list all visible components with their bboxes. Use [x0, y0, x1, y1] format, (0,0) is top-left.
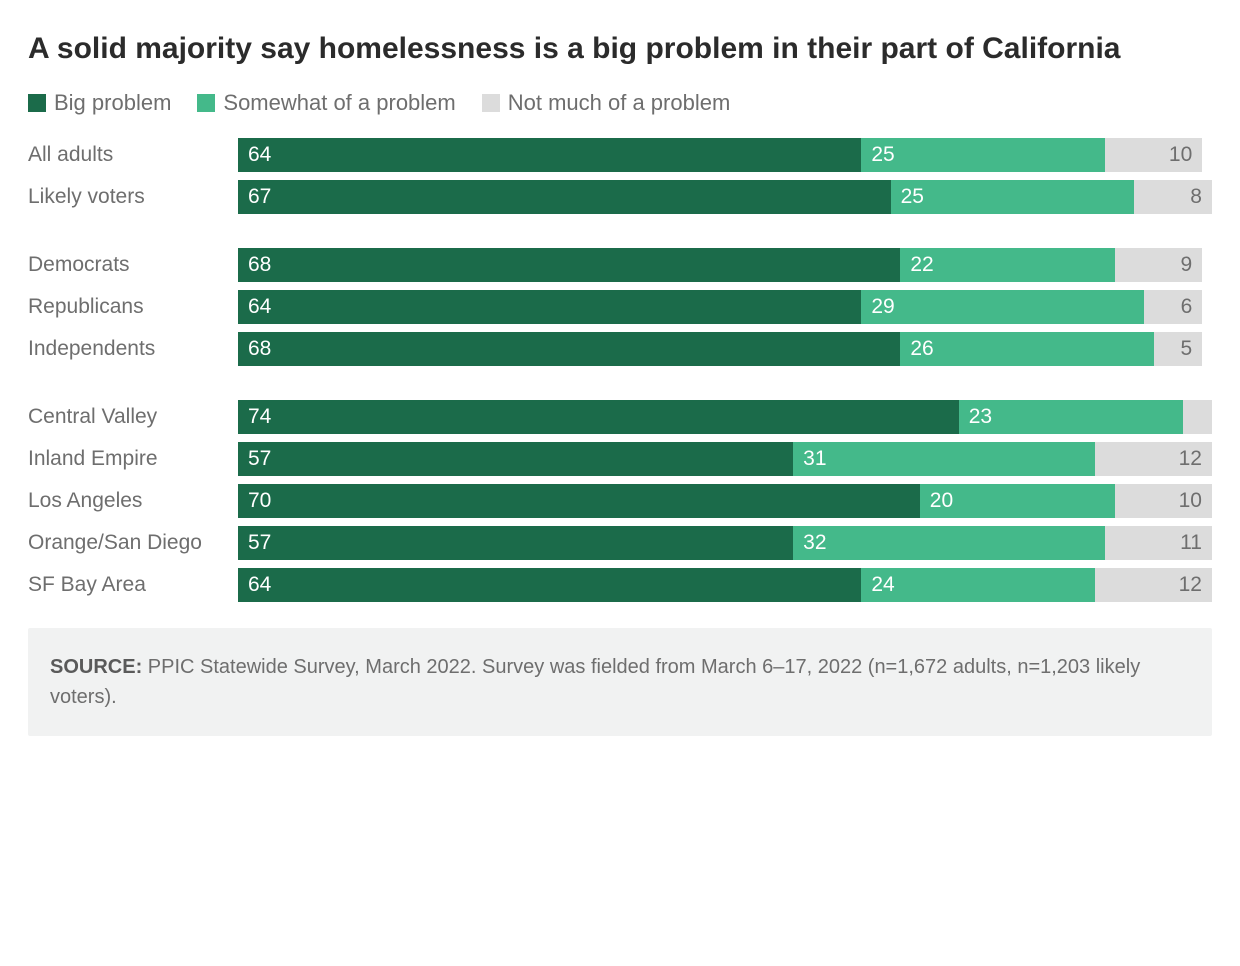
chart-row: Orange/San Diego573211 — [28, 524, 1212, 562]
legend-item: Somewhat of a problem — [197, 90, 455, 116]
row-label: Democrats — [28, 253, 238, 277]
bar-segment: 12 — [1095, 442, 1212, 476]
legend-label: Big problem — [54, 90, 171, 116]
bar-segment: 64 — [238, 290, 861, 324]
chart-row: Independents68265 — [28, 330, 1212, 368]
source-label: SOURCE: — [50, 656, 142, 678]
row-label: Inland Empire — [28, 447, 238, 471]
chart-group: Central Valley7423Inland Empire573112Los… — [28, 398, 1212, 604]
bar-track: 67258 — [238, 180, 1212, 214]
bar-segment: 22 — [900, 248, 1114, 282]
chart-row: Central Valley7423 — [28, 398, 1212, 436]
bar-segment: 26 — [900, 332, 1153, 366]
bar-track: 642412 — [238, 568, 1212, 602]
bar-segment — [1183, 400, 1212, 434]
bar-segment: 57 — [238, 526, 793, 560]
bar-segment: 70 — [238, 484, 920, 518]
row-label: Likely voters — [28, 185, 238, 209]
row-label: All adults — [28, 143, 238, 167]
chart-row: Democrats68229 — [28, 246, 1212, 284]
chart-group: Democrats68229Republicans64296Independen… — [28, 246, 1212, 368]
bar-segment: 24 — [861, 568, 1095, 602]
legend: Big problem Somewhat of a problem Not much… — [28, 90, 1212, 116]
bar-segment: 64 — [238, 568, 861, 602]
bar-segment: 25 — [861, 138, 1105, 172]
row-label: Republicans — [28, 295, 238, 319]
bar-segment: 9 — [1115, 248, 1203, 282]
chart-row: Los Angeles702010 — [28, 482, 1212, 520]
bar-track: 64296 — [238, 290, 1212, 324]
bar-segment: 25 — [891, 180, 1135, 214]
chart-row: Republicans64296 — [28, 288, 1212, 326]
bar-segment: 68 — [238, 248, 900, 282]
row-label: Independents — [28, 337, 238, 361]
bar-track: 573112 — [238, 442, 1212, 476]
bar-track: 7423 — [238, 400, 1212, 434]
bar-segment: 64 — [238, 138, 861, 172]
row-label: SF Bay Area — [28, 573, 238, 597]
bar-track: 573211 — [238, 526, 1212, 560]
chart-title: A solid majority say homelessness is a b… — [28, 30, 1212, 68]
bar-segment: 12 — [1095, 568, 1212, 602]
source-text: SOURCE: PPIC Statewide Survey, March 202… — [50, 652, 1190, 712]
chart-group: All adults642510Likely voters67258 — [28, 136, 1212, 216]
bar-segment: 23 — [959, 400, 1183, 434]
bar-segment: 74 — [238, 400, 959, 434]
bar-segment: 5 — [1154, 332, 1203, 366]
legend-swatch — [197, 94, 215, 112]
bar-segment: 57 — [238, 442, 793, 476]
bar-track: 68229 — [238, 248, 1212, 282]
bar-segment: 8 — [1134, 180, 1212, 214]
legend-label: Somewhat of a problem — [223, 90, 455, 116]
row-label: Central Valley — [28, 405, 238, 429]
row-label: Orange/San Diego — [28, 531, 238, 555]
bar-segment: 68 — [238, 332, 900, 366]
chart-row: Likely voters67258 — [28, 178, 1212, 216]
chart-row: SF Bay Area642412 — [28, 566, 1212, 604]
row-label: Los Angeles — [28, 489, 238, 513]
bar-segment: 67 — [238, 180, 891, 214]
bar-segment: 31 — [793, 442, 1095, 476]
bar-segment: 10 — [1115, 484, 1212, 518]
bar-segment: 20 — [920, 484, 1115, 518]
bar-track: 68265 — [238, 332, 1212, 366]
bar-segment: 11 — [1105, 526, 1212, 560]
bar-segment: 6 — [1144, 290, 1202, 324]
source-box: SOURCE: PPIC Statewide Survey, March 202… — [28, 628, 1212, 736]
legend-label: Not much of a problem — [508, 90, 731, 116]
chart-row: Inland Empire573112 — [28, 440, 1212, 478]
bar-segment: 10 — [1105, 138, 1202, 172]
chart-row: All adults642510 — [28, 136, 1212, 174]
bar-track: 702010 — [238, 484, 1212, 518]
legend-swatch — [482, 94, 500, 112]
bar-segment: 29 — [861, 290, 1143, 324]
legend-swatch — [28, 94, 46, 112]
legend-item: Big problem — [28, 90, 171, 116]
bar-track: 642510 — [238, 138, 1212, 172]
legend-item: Not much of a problem — [482, 90, 731, 116]
chart-area: All adults642510Likely voters67258Democr… — [28, 136, 1212, 604]
source-body: PPIC Statewide Survey, March 2022. Surve… — [50, 656, 1140, 708]
bar-segment: 32 — [793, 526, 1105, 560]
